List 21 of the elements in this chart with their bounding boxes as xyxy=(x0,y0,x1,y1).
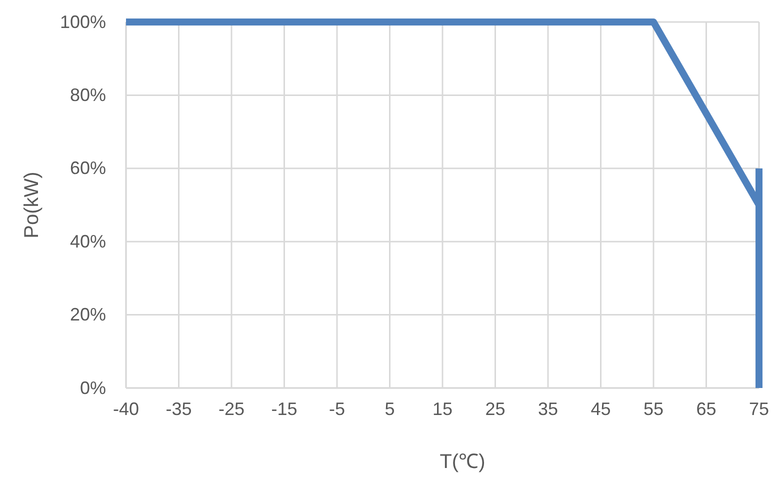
y-tick-label: 0% xyxy=(80,378,106,398)
x-tick-label: -5 xyxy=(328,398,346,419)
x-axis-title: T(℃) xyxy=(440,451,486,473)
x-tick-label: 75 xyxy=(748,398,770,419)
x-tick-label: 25 xyxy=(485,398,506,419)
y-tick-label: 100% xyxy=(60,12,106,32)
y-tick-label: 60% xyxy=(70,158,106,178)
y-tick-label: 40% xyxy=(70,231,106,252)
x-tick-label: -25 xyxy=(218,398,245,419)
y-axis-title: Po(kW) xyxy=(21,172,43,238)
y-tick-label: 20% xyxy=(70,304,106,325)
y-tick-label: 80% xyxy=(70,84,106,105)
x-tick-label: 15 xyxy=(432,398,453,419)
x-tick-label: 45 xyxy=(590,398,611,419)
x-tick-label: 65 xyxy=(696,398,716,419)
x-tick-label: -40 xyxy=(112,398,140,419)
x-tick-label: 55 xyxy=(643,398,664,419)
x-tick-label: -15 xyxy=(271,398,298,419)
x-tick-label: 35 xyxy=(538,398,558,419)
x-tick-label: -35 xyxy=(166,398,192,419)
x-tick-label: 5 xyxy=(384,398,395,419)
